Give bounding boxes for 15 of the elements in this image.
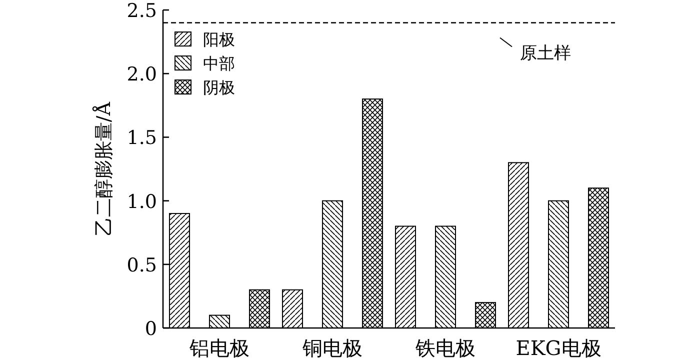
legend-label: 阳极	[203, 30, 235, 49]
y-tick-label: 0.5	[126, 254, 157, 276]
y-tick-label: 1.5	[126, 127, 157, 150]
x-tick-label: 铁电极	[414, 336, 476, 358]
legend-label: 阴极	[203, 78, 235, 97]
y-tick-label: 2.5	[126, 0, 157, 22]
x-tick-label: 铜电极	[302, 336, 362, 358]
legend-label: 中部	[203, 54, 235, 73]
y-axis-title: 乙二醇膨胀量/Å	[92, 102, 115, 236]
legend-label: 原土样	[520, 44, 571, 64]
y-tick-label: 1.0	[126, 190, 157, 213]
x-tick-label: EKG电极	[516, 336, 602, 358]
y-tick-label: 2.0	[126, 64, 157, 86]
x-tick-label: 铝电极	[188, 336, 250, 358]
y-tick-label: 0	[144, 318, 157, 340]
